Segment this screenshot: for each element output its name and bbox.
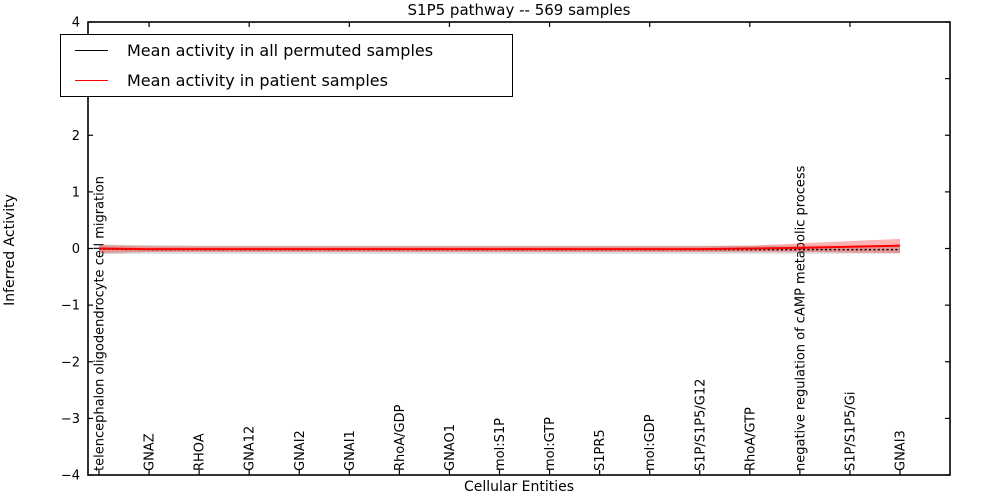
- x-tick-label: RhoA/GTP: [743, 407, 758, 471]
- x-tick-label: mol:S1P: [493, 418, 508, 471]
- x-tick-label: RhoA/GDP: [393, 404, 408, 471]
- x-axis-label: Cellular Entities: [463, 479, 575, 495]
- legend-label-permuted: Mean activity in all permuted samples: [127, 41, 434, 60]
- y-tick-label: 4: [72, 16, 80, 31]
- legend-line-sample-black: [75, 50, 108, 51]
- x-tick-label: GNAI3: [894, 430, 909, 471]
- series-line-patient: [98, 244, 901, 251]
- x-tick-label: RHOA: [193, 433, 208, 471]
- x-tick-label: GNAI2: [293, 430, 308, 471]
- x-tick-label: negative regulation of cAMP metabolic pr…: [793, 165, 808, 471]
- y-tick-label: 2: [72, 129, 80, 144]
- legend-item-patient: Mean activity in patient samples: [61, 66, 512, 95]
- legend-item-permuted: Mean activity in all permuted samples: [61, 36, 512, 65]
- x-tick-label: GNAI1: [343, 430, 358, 471]
- x-tick-label: mol:GDP: [643, 414, 658, 471]
- y-tick-label: −1: [61, 299, 80, 314]
- legend-line-sample-red: [75, 80, 108, 81]
- x-tick-label: S1PR5: [593, 429, 608, 471]
- x-tick-label: S1P/S1P5/Gi: [843, 392, 858, 471]
- y-tick-label: 1: [72, 185, 80, 200]
- x-tick-label: telencephalon oligodendrocyte cell migra…: [93, 176, 108, 471]
- axes-spines: [87, 21, 951, 476]
- y-tick-label: 0: [72, 242, 80, 257]
- x-tick-label: S1P/S1P5/G12: [693, 379, 708, 471]
- x-tick-label: GNAZ: [143, 433, 158, 471]
- y-tick-label: −4: [61, 469, 80, 484]
- chart-title: S1P5 pathway -- 569 samples: [407, 1, 631, 19]
- legend: Mean activity in all permuted samples Me…: [60, 34, 513, 97]
- y-tick-label: −2: [61, 355, 80, 370]
- y-tick-label: −3: [61, 412, 80, 427]
- x-tick-label: mol:GTP: [543, 417, 558, 471]
- x-tick-label: GNA12: [243, 426, 258, 471]
- x-tick-label: GNAO1: [443, 424, 458, 471]
- legend-label-patient: Mean activity in patient samples: [127, 71, 388, 90]
